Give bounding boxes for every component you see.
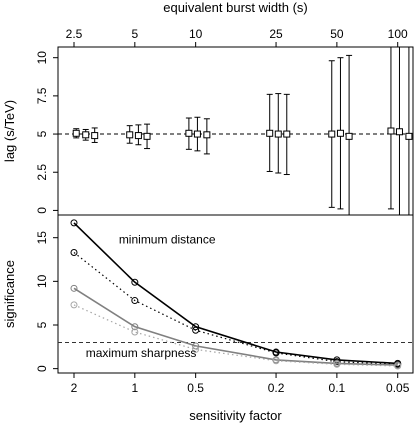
significance-point: [70, 284, 78, 292]
significance-point: [394, 362, 402, 370]
significance-axis-tick-label: 0: [35, 365, 49, 372]
top-axis-tick-label: 100: [388, 27, 408, 41]
lag-panel-frame: [57, 46, 414, 216]
significance-point: [70, 249, 78, 257]
top-axis-tick-label: 5: [131, 27, 138, 41]
x-axis-tick-label: 0.2: [268, 381, 285, 395]
lag-point: [274, 130, 282, 138]
significance-point: [272, 349, 280, 357]
lag-point: [193, 130, 201, 138]
significance-panel-frame: [57, 214, 414, 374]
top-axis-tick-label: 10: [189, 27, 203, 41]
significance-point: [131, 297, 139, 305]
lag-axis-tick-label: 7.5: [35, 87, 49, 104]
significance-axis-label: significance: [2, 260, 17, 328]
top-axis-tick-label: 2.5: [66, 27, 83, 41]
significance-point: [70, 301, 78, 309]
lag-point: [328, 130, 336, 138]
significance-point: [333, 360, 341, 368]
significance-point: [192, 326, 200, 334]
x-axis-tick-label: 2: [71, 381, 78, 395]
lag-point: [405, 132, 413, 140]
top-axis-tick-label: 50: [330, 27, 344, 41]
significance-point: [192, 342, 200, 350]
lag-point: [134, 132, 142, 140]
lag-axis-tick-label: 5: [35, 130, 49, 137]
significance-axis-tick-label: 10: [35, 274, 49, 288]
significance-axis-tick-label: 15: [35, 231, 49, 245]
significance-series-line-3: [73, 304, 398, 367]
lag-point: [91, 132, 99, 140]
top-axis-tick-label: 25: [269, 27, 283, 41]
x-axis-tick-label: 0.05: [386, 381, 410, 395]
lag-point: [126, 131, 134, 139]
lag-axis-tick-label: 10: [35, 51, 49, 65]
lag-axis-label: lag (s/TeV): [2, 100, 17, 162]
significance-annotation: minimum distance: [119, 232, 216, 246]
significance-point: [192, 345, 200, 353]
significance-annotation: maximum sharpness: [86, 346, 197, 360]
significance-axis-tick-label: 5: [35, 321, 49, 328]
significance-series-line-2: [73, 287, 398, 366]
x-axis-tick-label: 0.1: [329, 381, 346, 395]
significance-point: [131, 278, 139, 286]
lag-point: [203, 131, 211, 139]
lag-point: [185, 129, 193, 137]
lag-point: [336, 129, 344, 137]
significance-point: [131, 323, 139, 331]
lag-point: [82, 131, 90, 139]
lag-point: [345, 132, 353, 140]
lag-point: [72, 129, 80, 137]
lag-point: [143, 132, 151, 140]
lag-axis-tick-label: 0: [35, 207, 49, 214]
x-axis-tick-label: 1: [131, 381, 138, 395]
lag-axis-tick-label: 2.5: [35, 164, 49, 181]
significance-point: [70, 219, 78, 227]
x-axis-tick-label: 0.5: [187, 381, 204, 395]
lag-point: [395, 128, 403, 136]
lag-point: [266, 129, 274, 137]
lag-point: [283, 130, 291, 138]
significance-point: [272, 357, 280, 365]
significance-series-line-0: [73, 222, 398, 365]
top-axis-label: equivalent burst width (s): [163, 0, 308, 15]
significance-point: [131, 328, 139, 336]
x-axis-label: sensitivity factor: [189, 408, 282, 423]
lag-point: [387, 127, 395, 135]
